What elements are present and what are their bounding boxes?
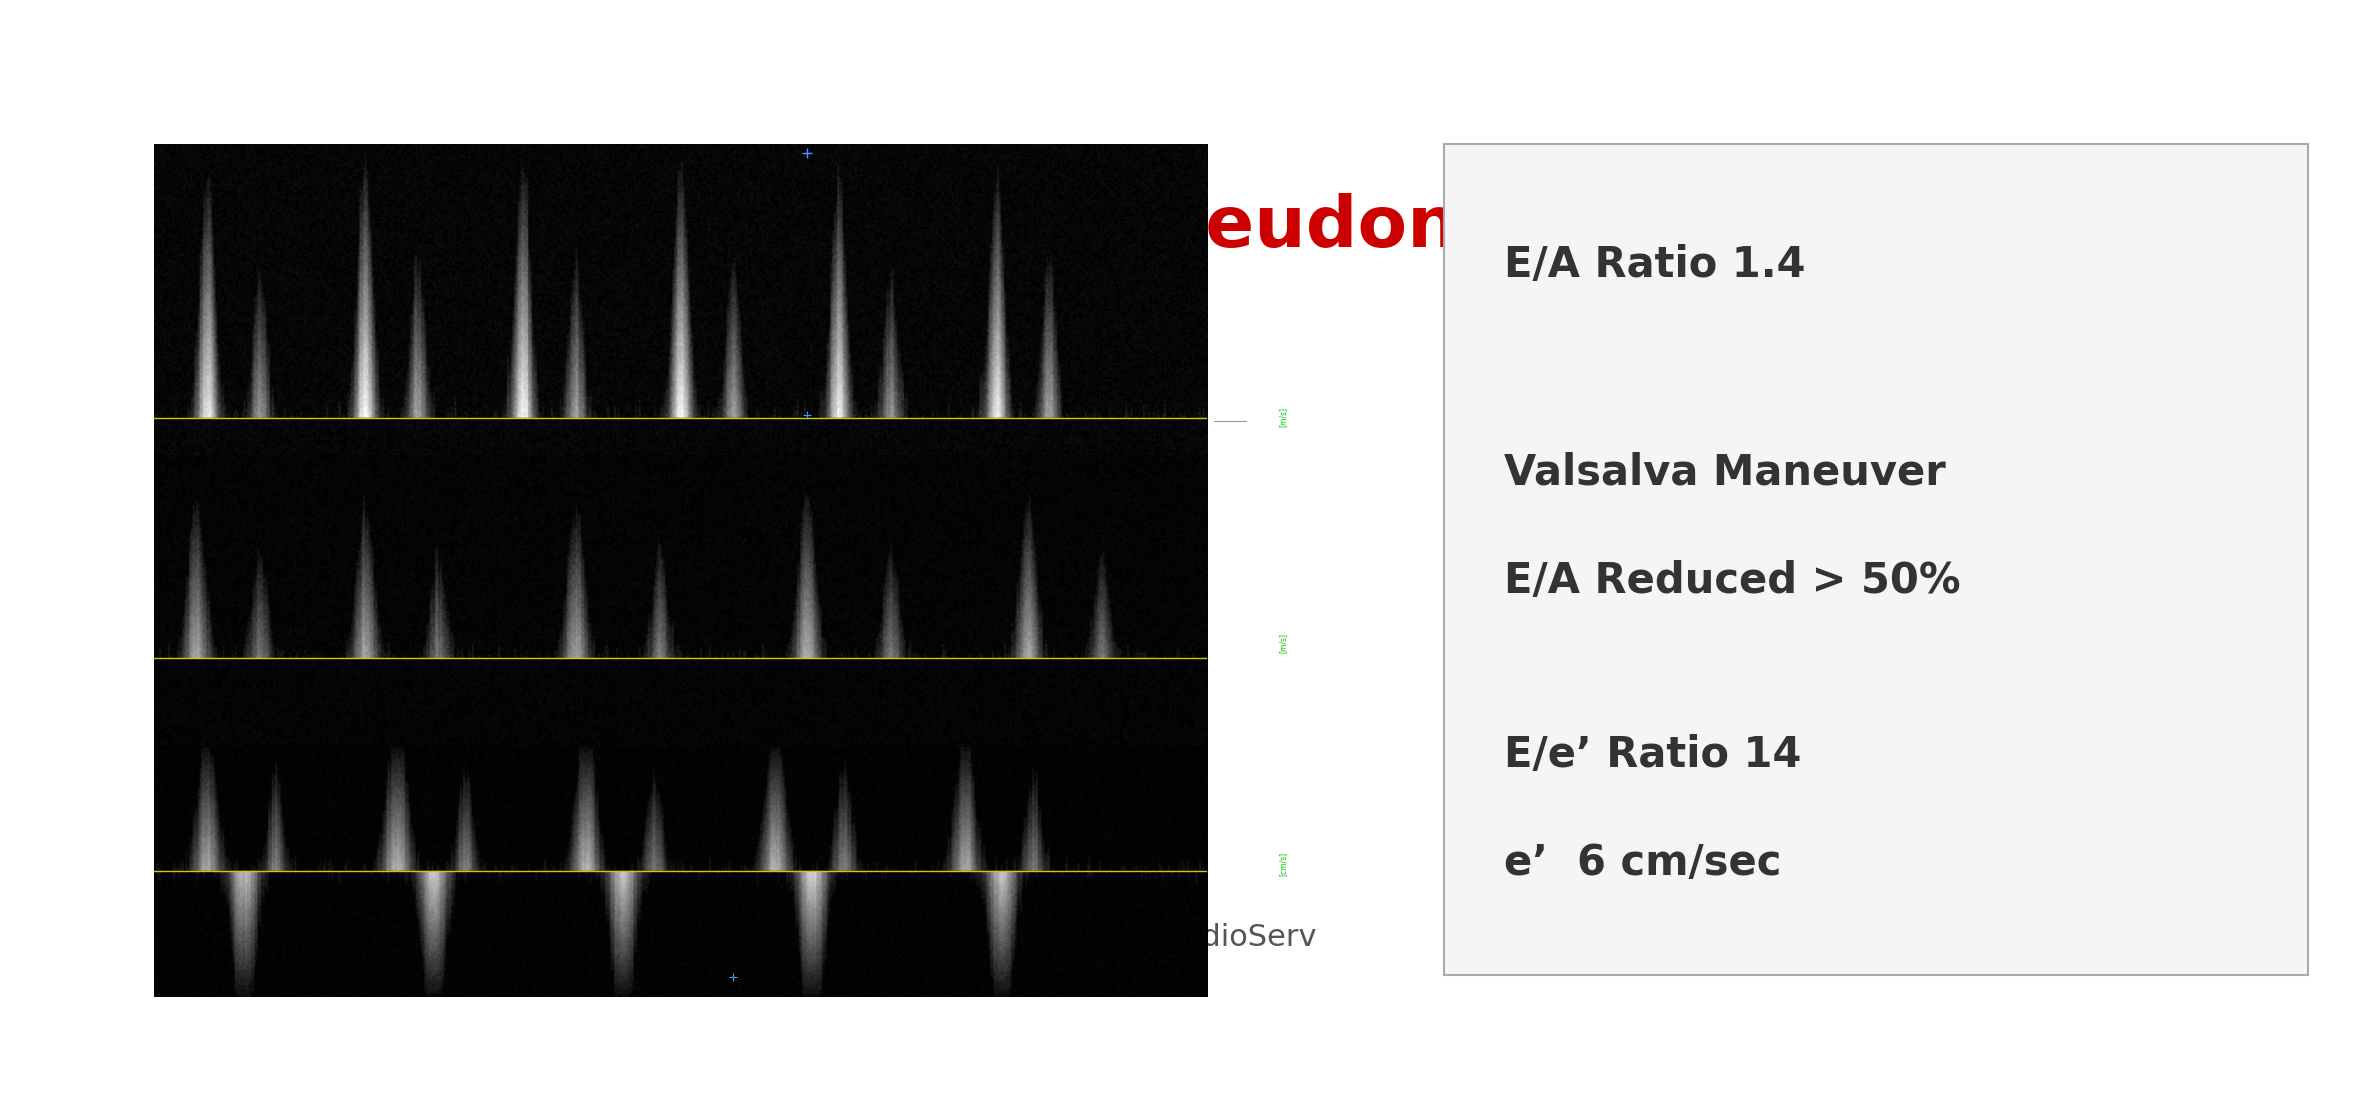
Text: [m/s]: [m/s] (1278, 407, 1288, 427)
Text: Valsalva Maneuver: Valsalva Maneuver (1505, 452, 1946, 493)
Text: - 0.5: - 0.5 (1221, 304, 1238, 312)
Text: - 1.0: - 1.0 (1221, 158, 1238, 167)
Text: [m/s]: [m/s] (1278, 633, 1288, 654)
Text: - 5: - 5 (1221, 758, 1231, 767)
Text: - -5: - -5 (1221, 968, 1233, 977)
Text: E/A Ratio 1.4: E/A Ratio 1.4 (1505, 244, 1806, 286)
Text: Grade II: Pseudonormal: Grade II: Pseudonormal (734, 193, 1692, 261)
Text: - -0.5: - -0.5 (1221, 731, 1243, 740)
Text: E/e’ Ratio 14: E/e’ Ratio 14 (1505, 733, 1801, 776)
Text: e’  6 cm/sec: e’ 6 cm/sec (1505, 842, 1782, 884)
Text: [cm/s]: [cm/s] (1278, 852, 1288, 876)
Text: - 0.5: - 0.5 (1221, 596, 1238, 605)
Text: - 1.0: - 1.0 (1221, 469, 1238, 478)
Text: E/A Reduced > 50%: E/A Reduced > 50% (1505, 560, 1960, 602)
Text: © CardioServ: © CardioServ (1110, 923, 1316, 952)
